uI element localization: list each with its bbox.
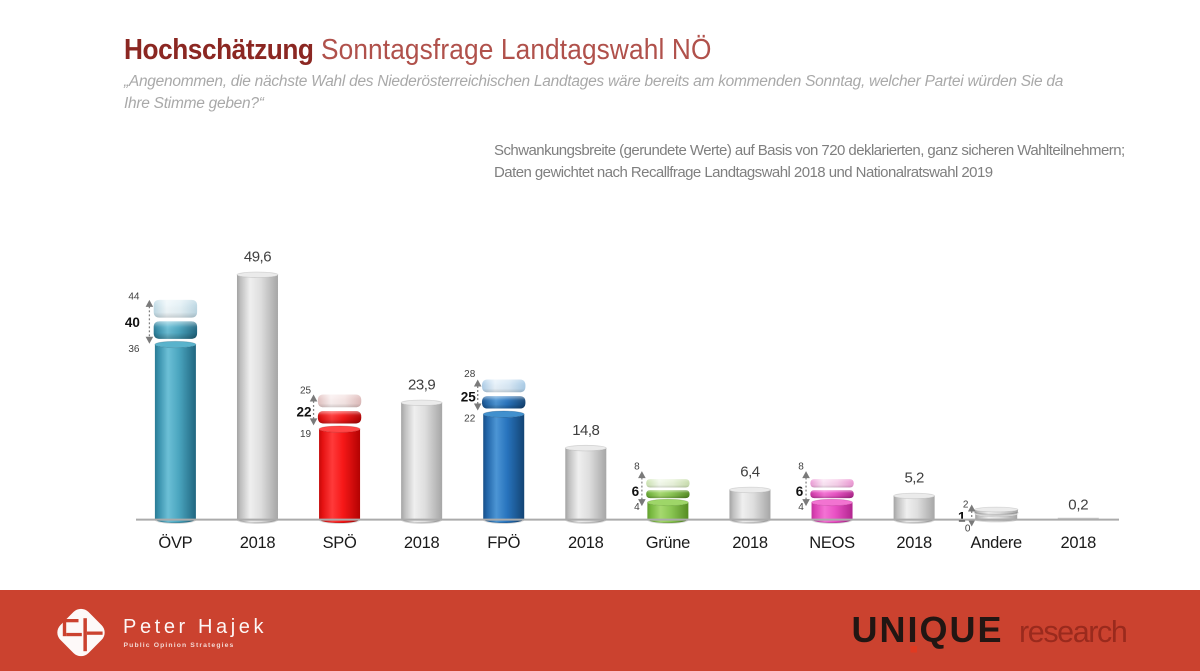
svg-text:Andere: Andere [970,534,1022,552]
svg-text:research: research [1019,615,1126,649]
svg-text:28: 28 [464,369,476,380]
svg-text:8: 8 [798,462,804,473]
svg-text:4: 4 [798,502,804,513]
svg-text:2018: 2018 [732,534,768,552]
svg-text:2018: 2018 [240,534,276,552]
svg-text:22: 22 [464,413,476,424]
svg-text:40: 40 [125,315,140,330]
svg-text:49,6: 49,6 [244,248,271,265]
svg-text:6: 6 [632,484,640,499]
svg-text:FPÖ: FPÖ [487,534,520,552]
svg-text:19: 19 [300,429,312,440]
svg-text:Public Opinion Strategies: Public Opinion Strategies [124,642,235,649]
svg-text:44: 44 [128,291,140,302]
svg-text:UNIQUE: UNIQUE [852,609,1004,650]
svg-text:25: 25 [461,390,477,405]
svg-text:2018: 2018 [896,534,932,552]
svg-text:NEOS: NEOS [809,534,855,552]
svg-text:22: 22 [297,404,312,419]
svg-text:23,9: 23,9 [408,376,435,393]
svg-text:25: 25 [300,386,312,397]
svg-text:SPÖ: SPÖ [323,534,357,552]
svg-text:6: 6 [796,484,804,499]
svg-text:2018: 2018 [404,534,440,552]
svg-text:2018: 2018 [568,534,604,552]
svg-text:36: 36 [128,344,140,355]
svg-text:ÖVP: ÖVP [158,534,192,552]
svg-text:1: 1 [958,510,966,525]
svg-text:6,4: 6,4 [740,464,760,481]
svg-text:0,2: 0,2 [1068,497,1088,514]
svg-text:2: 2 [963,500,969,511]
svg-text:4: 4 [634,502,640,513]
svg-text:8: 8 [634,462,640,473]
svg-text:2018: 2018 [1061,534,1097,552]
svg-text:5,2: 5,2 [904,470,924,487]
svg-text:Peter Hajek: Peter Hajek [123,616,267,638]
svg-text:14,8: 14,8 [572,422,599,439]
svg-text:Grüne: Grüne [646,534,690,552]
svg-text:0: 0 [965,524,971,535]
